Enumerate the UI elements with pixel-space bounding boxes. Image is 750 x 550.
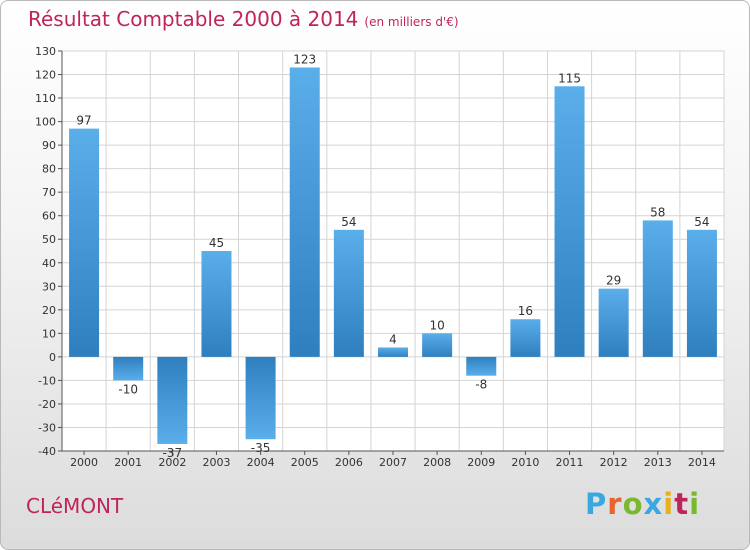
logo-letter: i [689,487,701,521]
data-label-2003: 45 [209,236,224,250]
data-label-2009: -8 [475,378,487,392]
bar-2000 [69,128,100,357]
bar-2004 [245,356,276,440]
x-tick-label: 2009 [467,456,495,469]
x-tick-label: 2005 [291,456,319,469]
bar-2001 [113,356,144,381]
y-tick-label: 100 [35,116,56,129]
y-tick-label: 30 [42,280,56,293]
y-tick-label: -10 [38,374,56,387]
data-label-2001: -10 [118,382,138,396]
bar-2012 [598,288,629,357]
x-tick-label: 2007 [379,456,407,469]
chart-subtitle: (en milliers d'€) [364,15,459,29]
axes: -40 -30 -20 -10 0 10 20 30 40 50 60 70 80 90 100 110 120… [35,45,724,469]
y-tick-label: 120 [35,69,56,82]
logo-letter: P [585,487,608,521]
y-tick-label: 20 [42,304,56,317]
y-tick-label: 110 [35,92,56,105]
bar-2013 [642,220,673,357]
bar-2003 [201,251,232,357]
bar-2006 [333,229,364,357]
chart-title-text: Résultat Comptable 2000 à 2014 [28,7,359,31]
bars [69,67,717,444]
data-label-2007: 4 [389,332,397,346]
y-tick-label: 90 [42,139,56,152]
proxiti-logo: Proxiti [585,487,700,521]
x-tick-label: 2004 [247,456,275,469]
x-tick-label: 2001 [114,456,142,469]
data-label-2014: 54 [694,215,709,229]
y-tick-label: 130 [35,45,56,58]
y-tick-label: -40 [38,445,56,458]
y-tick-label: 80 [42,163,56,176]
data-label-2013: 58 [650,205,665,219]
bar-2011 [554,86,585,357]
x-tick-label: 2006 [335,456,363,469]
logo-letter: r [607,487,623,521]
bar-2008 [422,333,453,357]
y-tick-label: 0 [49,351,56,364]
labels: 97 -10 -37 45 -35 123 54 4 10 -8 16 115 29 58 54 [76,52,709,459]
data-label-2005: 123 [293,52,316,66]
data-label-2002: -37 [163,446,183,460]
logo-letter: x [643,487,664,521]
y-tick-label: 60 [42,210,56,223]
data-label-2000: 97 [76,114,91,128]
x-tick-label: 2003 [202,456,230,469]
data-label-2004: -35 [251,441,271,455]
data-label-2008: 10 [429,318,444,332]
bar-2005 [289,67,320,357]
bar-2009 [466,356,497,376]
x-tick-label: 2013 [644,456,672,469]
y-tick-label: 50 [42,233,56,246]
logo-letter: i [663,487,675,521]
y-tick-label: 70 [42,186,56,199]
y-tick-label: -30 [38,421,56,434]
logo-letter: o [622,487,644,521]
y-tick-label: 40 [42,257,56,270]
x-tick-label: 2011 [556,456,584,469]
bar-2007 [378,347,408,357]
data-label-2006: 54 [341,215,356,229]
data-label-2012: 29 [606,274,621,288]
logo-letter: t [674,487,690,521]
x-tick-label: 2008 [423,456,451,469]
bar-2002 [157,356,188,444]
bar-2014 [686,229,717,357]
bar-2010 [510,319,541,357]
x-tick-label: 2002 [158,456,186,469]
y-tick-label: 10 [42,327,56,340]
x-tick-label: 2012 [600,456,628,469]
x-tick-label: 2000 [70,456,98,469]
x-tick-label: 2010 [511,456,539,469]
chart-title: Résultat Comptable 2000 à 2014 (en millie… [28,7,459,31]
x-tick-label: 2014 [688,456,716,469]
data-label-2010: 16 [518,304,533,318]
y-tick-label: -20 [38,398,56,411]
place-name: CLéMONT [26,494,124,518]
data-label-2011: 115 [558,71,581,85]
